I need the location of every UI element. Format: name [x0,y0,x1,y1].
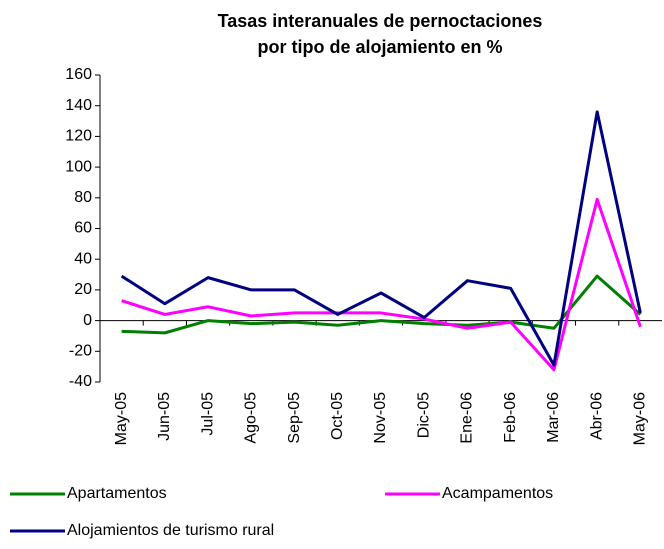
y-tick-label: 120 [65,128,92,145]
y-tick-label: 160 [65,66,92,83]
y-tick-label: 20 [74,281,92,298]
x-tick-label: Ago-05 [243,392,260,444]
x-tick-label: Jun-05 [156,392,173,441]
x-tick-label: May-06 [632,392,649,445]
legend-label: Apartamentos [67,485,167,502]
chart-title: por tipo de alojamiento en % [257,37,502,57]
x-tick-label: Ene-06 [459,392,476,444]
x-tick-label: Mar-06 [545,392,562,443]
chart-title: Tasas interanuales de pernoctaciones [218,11,543,31]
series-line [121,197,642,372]
y-tick-label: 0 [83,312,92,329]
y-tick-label: 140 [65,97,92,114]
legend-label: Acampamentos [442,485,553,502]
x-tick-label: Feb-06 [502,392,519,443]
series-line [120,110,642,367]
y-tick-label: 100 [65,158,92,175]
x-tick-label: Oct-05 [329,392,346,440]
x-tick-label: May-05 [113,392,130,445]
y-tick-label: 40 [74,250,92,267]
legend-label: Alojamientos de turismo rural [67,522,274,539]
y-tick-label: -40 [69,373,92,390]
series-line [121,274,642,335]
y-tick-label: 60 [74,220,92,237]
x-tick-label: Abr-06 [588,392,605,440]
y-tick-label: 80 [74,189,92,206]
x-tick-label: Sep-05 [286,392,303,444]
y-tick-label: -20 [69,343,92,360]
x-tick-label: Dic-05 [415,392,432,438]
x-tick-label: Jul-05 [199,392,216,436]
x-tick-label: Nov-05 [372,392,389,444]
